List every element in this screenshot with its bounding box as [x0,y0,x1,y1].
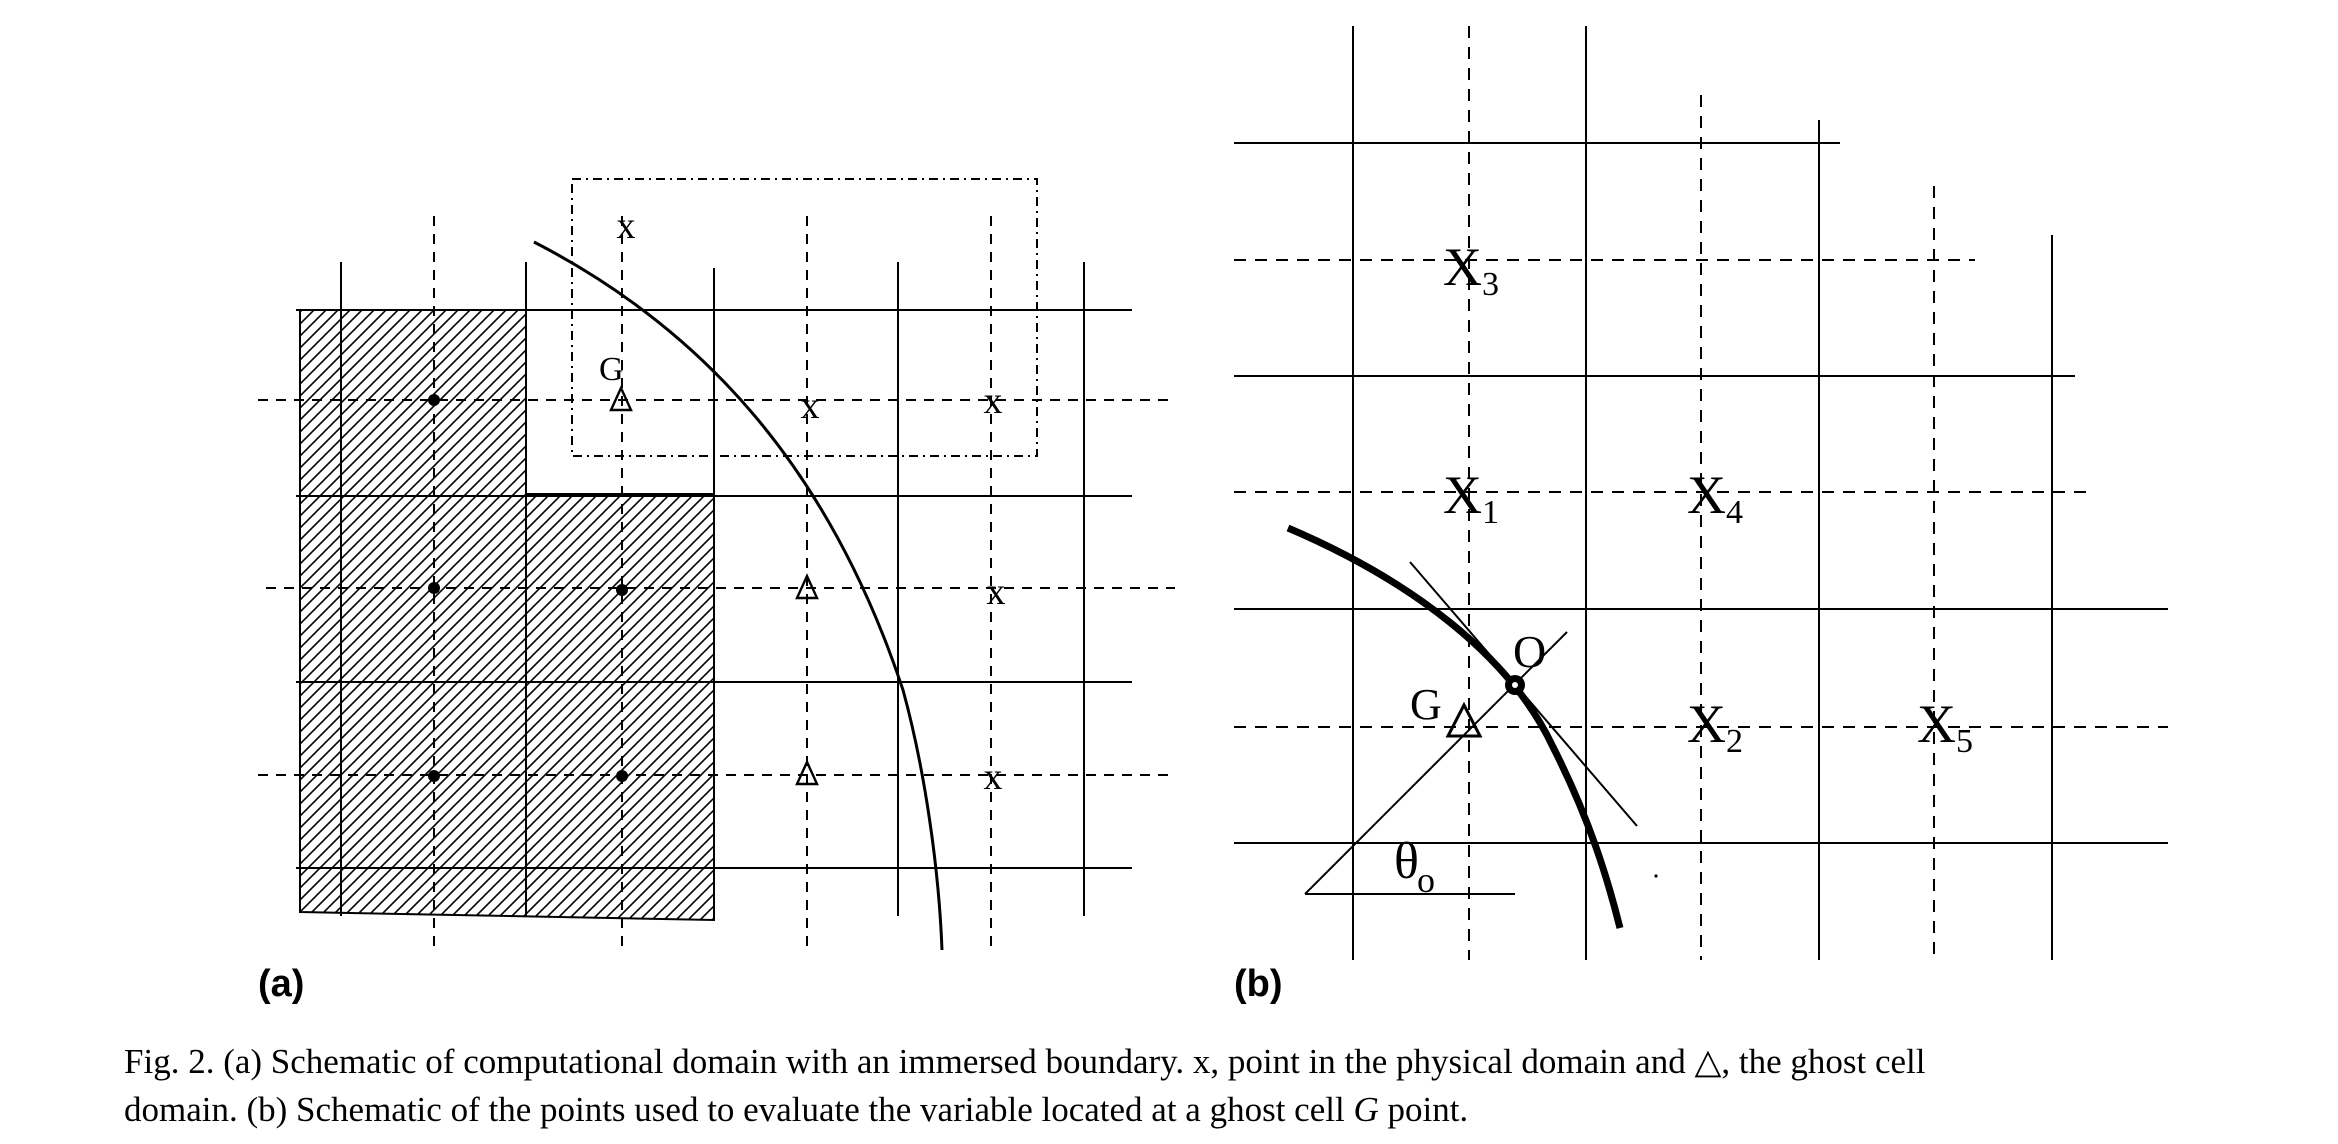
physical-point-marker: x [801,385,820,427]
intercept-label: O [1513,626,1546,677]
interior-nodes [428,394,628,782]
stencil-points: X3 X1 X4 X2 X5 [1443,237,1973,760]
solid-node [616,584,628,596]
point-x1: X1 [1443,465,1499,531]
caption-line-2-start: domain. (b) Schematic of the points used… [124,1090,1354,1129]
ghost-triangle [795,573,819,600]
solid-node [616,770,628,782]
physical-point-marker: x [984,756,1003,798]
solid-node [428,394,440,406]
immersed-boundary-b [1286,524,1624,929]
grid-lines-dashed-b [1234,26,2168,960]
caption-ghost-symbol: G [1353,1090,1379,1129]
immersed-boundary-a [533,240,944,951]
normal-line [1304,631,1568,895]
angle-label: θ [1394,833,1419,890]
physical-point-marker: x [987,571,1006,613]
intercept-point-center [1512,682,1518,688]
ghost-label-a: G [599,351,624,388]
physical-point-marker: x [984,380,1003,422]
solid-node [428,770,440,782]
stray-dot [1654,874,1658,878]
figure-caption: Fig. 2. (a) Schematic of computational d… [124,1038,2324,1134]
figure-canvas: x x x x x G (a) [258,26,2168,1005]
caption-line-1: Fig. 2. (a) Schematic of computational d… [124,1042,1926,1081]
ghost-triangle-b [1445,701,1483,738]
panel-label-a: (a) [258,963,304,1005]
solid-node [428,582,440,594]
detail-box [571,178,1038,457]
physical-points-a: x x x x x [617,205,1006,798]
point-x4: X4 [1687,465,1743,531]
ghost-label-b: G [1410,680,1442,729]
solid-region-hatched [299,309,715,922]
ghost-cells-a [609,385,819,786]
panel-a: x x x x x G (a) [258,178,1175,1005]
point-x5: X5 [1917,694,1973,760]
angle-subscript: o [1417,860,1435,900]
point-x2: X2 [1687,694,1743,760]
ghost-triangle [795,759,819,786]
ghost-triangle [609,385,633,412]
caption-line-2-end: point. [1378,1090,1469,1129]
physical-point-marker: x [617,205,636,247]
point-x3: X3 [1443,237,1499,303]
panel-label-b: (b) [1234,963,1283,1005]
tangent-line [1409,561,1638,827]
caption-line-2: domain. (b) Schematic of the points used… [124,1086,2324,1134]
panel-b: G O θ o X3 X1 X4 X2 X5 (b) [1234,26,2168,1005]
